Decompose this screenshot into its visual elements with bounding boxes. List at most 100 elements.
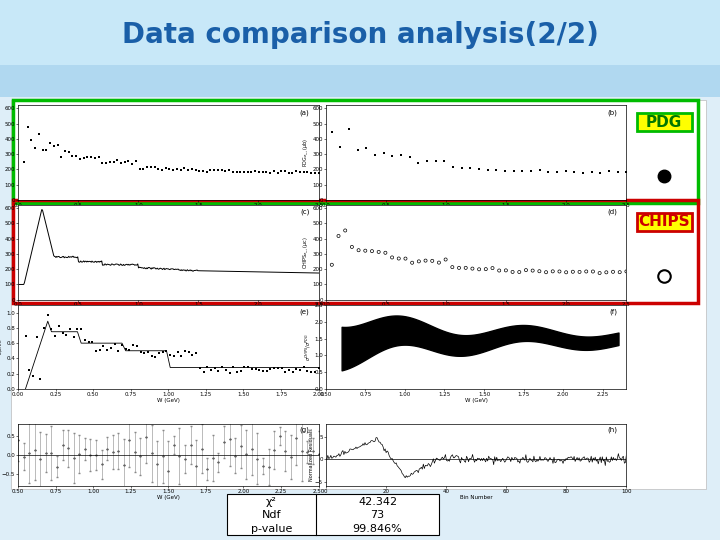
Point xyxy=(30,144,41,152)
Point xyxy=(182,165,194,174)
Point xyxy=(160,164,171,172)
Point xyxy=(521,266,532,274)
Point xyxy=(33,130,45,138)
Point xyxy=(212,367,224,375)
Point xyxy=(134,165,145,173)
Point xyxy=(96,159,108,167)
Point xyxy=(220,167,231,176)
Point xyxy=(174,452,185,461)
Point xyxy=(307,447,319,455)
Text: Data comparison analysis(2/2): Data comparison analysis(2/2) xyxy=(122,21,598,49)
Point xyxy=(205,366,217,374)
Point xyxy=(526,167,537,176)
Point xyxy=(257,462,269,470)
Text: PDG: PDG xyxy=(646,114,683,130)
Point xyxy=(263,463,274,471)
Y-axis label: Normalized Residuals: Normalized Residuals xyxy=(308,429,313,481)
Point xyxy=(142,348,153,356)
Point xyxy=(467,264,478,273)
Point xyxy=(18,453,30,461)
Point xyxy=(63,148,74,157)
Point xyxy=(527,266,539,275)
Point xyxy=(242,167,253,176)
Point xyxy=(294,366,306,374)
Bar xyxy=(11,100,706,489)
Point xyxy=(361,144,372,152)
Point xyxy=(141,163,153,171)
Text: Original: Original xyxy=(28,237,84,249)
Point xyxy=(104,158,115,167)
Point xyxy=(607,267,618,276)
Point xyxy=(171,165,183,173)
Point xyxy=(116,340,127,349)
Bar xyxy=(13,200,698,303)
Point xyxy=(23,448,35,457)
Point xyxy=(90,450,102,459)
Point xyxy=(168,165,179,174)
Point xyxy=(253,167,265,176)
Text: CHIPS: CHIPS xyxy=(639,214,690,230)
Point xyxy=(595,168,606,177)
Point xyxy=(554,267,565,276)
Point xyxy=(26,136,37,144)
Point xyxy=(42,310,53,319)
Point xyxy=(89,154,101,163)
Point xyxy=(67,152,78,160)
Point xyxy=(146,352,158,361)
Point xyxy=(52,140,63,149)
Point xyxy=(346,242,358,251)
Point xyxy=(168,351,180,360)
Point xyxy=(107,448,118,456)
Point xyxy=(190,348,202,357)
X-axis label: W (GeV): W (GeV) xyxy=(157,495,180,500)
Point xyxy=(157,348,168,356)
Point xyxy=(420,256,431,265)
Text: (g): (g) xyxy=(300,427,310,433)
Point xyxy=(291,365,302,374)
Point xyxy=(298,167,310,176)
Point xyxy=(51,462,63,471)
X-axis label: W (GeV): W (GeV) xyxy=(464,309,487,314)
Point xyxy=(153,348,165,357)
Point xyxy=(283,366,294,374)
Point xyxy=(153,165,164,173)
Point xyxy=(81,153,93,161)
Point xyxy=(567,267,579,276)
Point xyxy=(35,455,46,463)
FancyBboxPatch shape xyxy=(636,113,691,131)
Y-axis label: PDG$_{\sigma_{tot}}$ ($\mu$b): PDG$_{\sigma_{tot}}$ ($\mu$b) xyxy=(302,138,311,167)
Point xyxy=(212,458,224,467)
Point xyxy=(302,366,313,375)
Point xyxy=(186,351,198,360)
Point xyxy=(129,448,140,456)
Point xyxy=(217,363,228,372)
Point xyxy=(261,167,272,176)
Point xyxy=(163,467,174,475)
Point xyxy=(600,268,612,276)
X-axis label: Bin Number: Bin Number xyxy=(460,495,492,500)
Point xyxy=(223,166,235,174)
Y-axis label: $\sigma^{CHIPS}/\sigma^{PDG}$: $\sigma^{CHIPS}/\sigma^{PDG}$ xyxy=(304,333,313,361)
Point xyxy=(560,167,572,176)
Point xyxy=(343,124,355,133)
Text: (f): (f) xyxy=(609,308,617,315)
Text: (e): (e) xyxy=(300,308,310,315)
Point xyxy=(156,165,168,174)
Point xyxy=(238,167,250,176)
Y-axis label: PDG$_{\sigma_{tot}}$ ($\mu$b): PDG$_{\sigma_{tot}}$ ($\mu$b) xyxy=(0,138,4,167)
Point xyxy=(48,141,60,150)
Point xyxy=(560,268,572,276)
Point xyxy=(265,364,276,373)
Point xyxy=(287,368,298,377)
Point xyxy=(146,449,158,458)
Point xyxy=(586,168,598,177)
Point xyxy=(577,168,589,177)
Point xyxy=(588,267,599,276)
X-axis label: W (GeV): W (GeV) xyxy=(464,398,487,403)
Text: 73: 73 xyxy=(371,510,384,520)
Point xyxy=(230,451,241,460)
Text: χ²: χ² xyxy=(266,496,277,507)
Point xyxy=(508,166,520,175)
Point xyxy=(190,462,202,470)
Point xyxy=(112,346,124,355)
